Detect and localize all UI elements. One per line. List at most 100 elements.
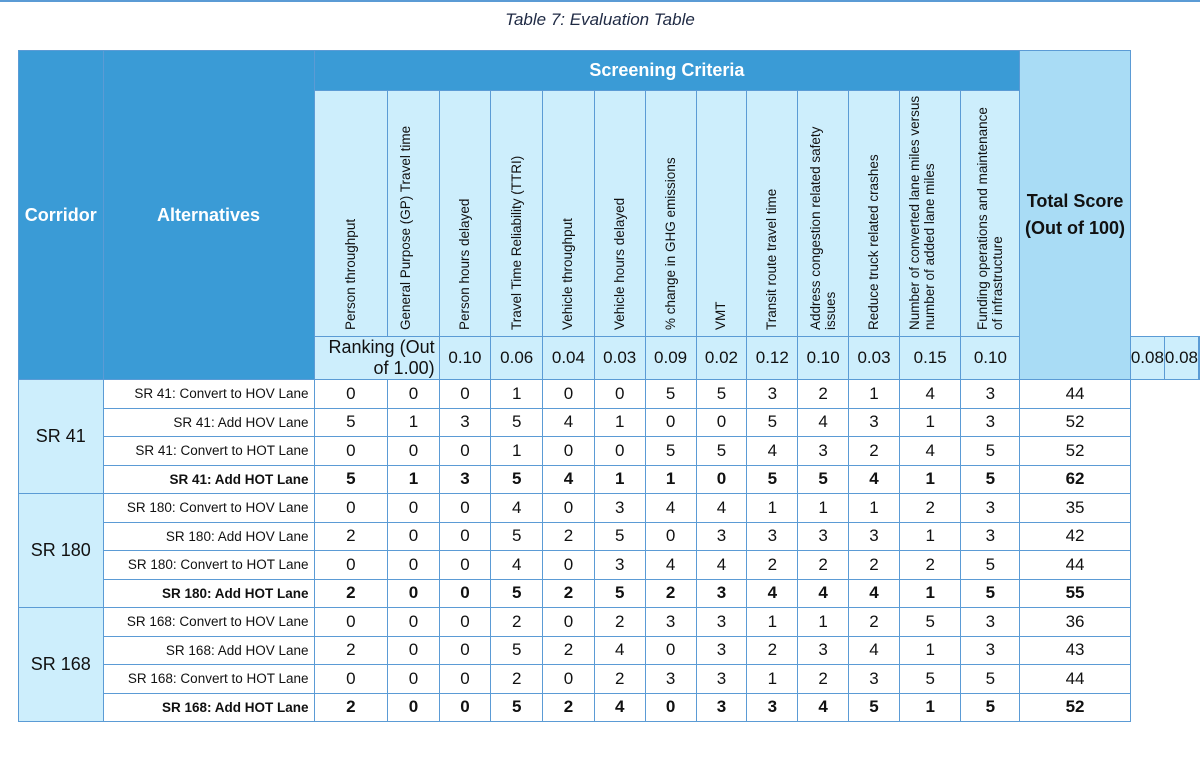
criterion-score: 4 (797, 578, 850, 608)
criterion-score: 1 (898, 578, 962, 608)
criterion-score: 3 (746, 521, 799, 551)
criterion-score: 2 (313, 578, 389, 608)
criterion-score: 0 (542, 664, 595, 694)
criterion-score: 1 (898, 692, 962, 722)
total-score-header-line2: (Out of 100) (1025, 218, 1126, 238)
criterion-header: Person throughput (313, 90, 389, 337)
ranking-weight: 0.08 (1163, 336, 1200, 380)
criterion-score: 2 (593, 664, 646, 694)
criterion-score: 2 (313, 635, 389, 665)
criterion-score: 5 (960, 436, 1021, 466)
criterion-score: 5 (490, 578, 544, 608)
ranking-weight: 0.09 (644, 336, 697, 380)
criterion-score: 0 (438, 664, 492, 694)
criterion-score: 1 (746, 493, 799, 523)
criterion-score: 0 (387, 607, 440, 637)
table-row: SR 180: Convert to HOT Lane 0 0 0 4 0 3 4 4 2 2 2 2 5… (19, 550, 1200, 580)
criterion-score: 3 (695, 521, 748, 551)
criterion-score: 3 (746, 379, 799, 409)
criterion-header: Number of converted lane miles versus nu… (898, 90, 962, 337)
criterion-score: 5 (593, 578, 646, 608)
table-row: SR 180: Add HOT Lane 2 0 0 5 2 5 2 3 4 4 4 1 5 55 (19, 578, 1200, 608)
criterion-score: 5 (898, 607, 962, 637)
criterion-score: 2 (542, 635, 595, 665)
criterion-score: 4 (644, 493, 697, 523)
criterion-score: 5 (960, 578, 1021, 608)
table-row: SR 41: Add HOV Lane 5 1 3 5 4 1 0 0 5 4 3 1 3 52 (19, 407, 1200, 437)
alternative-name: SR 180: Convert to HOV Lane (102, 493, 315, 523)
criterion-score: 5 (960, 464, 1021, 494)
table-row: SR 180 SR 180: Convert to HOV Lane 0 0 0 4 0 3 4… (18, 493, 1200, 608)
criterion-score: 4 (848, 635, 900, 665)
criterion-score: 4 (542, 407, 595, 437)
criterion-score: 2 (490, 664, 544, 694)
table-caption: Table 7: Evaluation Table (505, 10, 695, 29)
criterion-score: 4 (644, 550, 697, 580)
evaluation-table: Corridor Alternatives Screening Criteria… (18, 50, 1200, 722)
criterion-score: 1 (898, 635, 962, 665)
criterion-score: 3 (848, 521, 900, 551)
ranking-weight: 0.10 (797, 336, 850, 380)
criterion-score: 5 (490, 407, 544, 437)
criterion-score: 2 (313, 521, 389, 551)
criterion-score: 2 (746, 635, 799, 665)
criterion-score: 2 (542, 692, 595, 722)
criterion-score: 3 (438, 464, 492, 494)
ranking-weight: 0.03 (593, 336, 646, 380)
criterion-label: Funding operations and maintenance of in… (975, 107, 1005, 330)
criterion-score: 5 (960, 692, 1021, 722)
criterion-score: 2 (797, 379, 850, 409)
criterion-score: 5 (644, 379, 697, 409)
criterion-score: 2 (848, 436, 900, 466)
criterion-score: 2 (490, 607, 544, 637)
criterion-score: 3 (848, 664, 900, 694)
criterion-score: 5 (644, 436, 697, 466)
criterion-score: 0 (313, 493, 389, 523)
corridor-name: SR 180 (18, 493, 104, 608)
criterion-score: 5 (960, 550, 1021, 580)
criterion-score: 0 (542, 550, 595, 580)
criterion-score: 3 (695, 664, 748, 694)
criterion-score: 0 (438, 379, 492, 409)
ranking-weight: 0.12 (746, 336, 799, 380)
criterion-score: 3 (848, 407, 900, 437)
total-score: 44 (1019, 664, 1131, 694)
corridor-name: SR 41 (18, 379, 104, 494)
total-score-header: Total Score (Out of 100) (1019, 50, 1131, 380)
criterion-score: 3 (695, 635, 748, 665)
criterion-score: 3 (797, 635, 850, 665)
criterion-score: 5 (490, 692, 544, 722)
table-row: SR 41: Add HOT Lane 5 1 3 5 4 1 1 0 5 5 4 1 5 62 (19, 464, 1200, 494)
criterion-score: 4 (490, 550, 544, 580)
criterion-score: 0 (542, 379, 595, 409)
criterion-score: 1 (898, 407, 962, 437)
criterion-score: 3 (960, 493, 1021, 523)
criterion-score: 1 (797, 493, 850, 523)
criterion-score: 0 (593, 436, 646, 466)
criterion-score: 1 (848, 493, 900, 523)
criterion-score: 4 (898, 436, 962, 466)
criterion-score: 3 (797, 436, 850, 466)
criterion-score: 0 (644, 692, 697, 722)
criterion-score: 2 (797, 550, 850, 580)
table-row: SR 180: Add HOV Lane 2 0 0 5 2 5 0 3 3 3 3 1 3 42 (19, 521, 1200, 551)
criterion-score: 1 (746, 664, 799, 694)
criterion-score: 3 (695, 692, 748, 722)
total-score: 44 (1019, 550, 1131, 580)
criterion-score: 0 (387, 521, 440, 551)
criterion-score: 3 (960, 407, 1021, 437)
criterion-score: 1 (848, 379, 900, 409)
criterion-score: 0 (438, 521, 492, 551)
criterion-score: 5 (490, 635, 544, 665)
table-row: SR 41: Convert to HOT Lane 0 0 0 1 0 0 5 5 4 3 2 4 5 5… (19, 436, 1200, 466)
criterion-score: 1 (490, 379, 544, 409)
criterion-score: 2 (542, 521, 595, 551)
criterion-score: 0 (387, 493, 440, 523)
criterion-label: VMT (713, 301, 729, 331)
criterion-score: 3 (438, 407, 492, 437)
criterion-label: Person hours delayed (456, 198, 472, 330)
criterion-header: Funding operations and maintenance of in… (960, 90, 1021, 337)
criterion-header: Person hours delayed (438, 90, 492, 337)
total-score: 44 (1019, 379, 1131, 409)
ranking-label: Ranking (Out of 1.00) (313, 336, 440, 380)
